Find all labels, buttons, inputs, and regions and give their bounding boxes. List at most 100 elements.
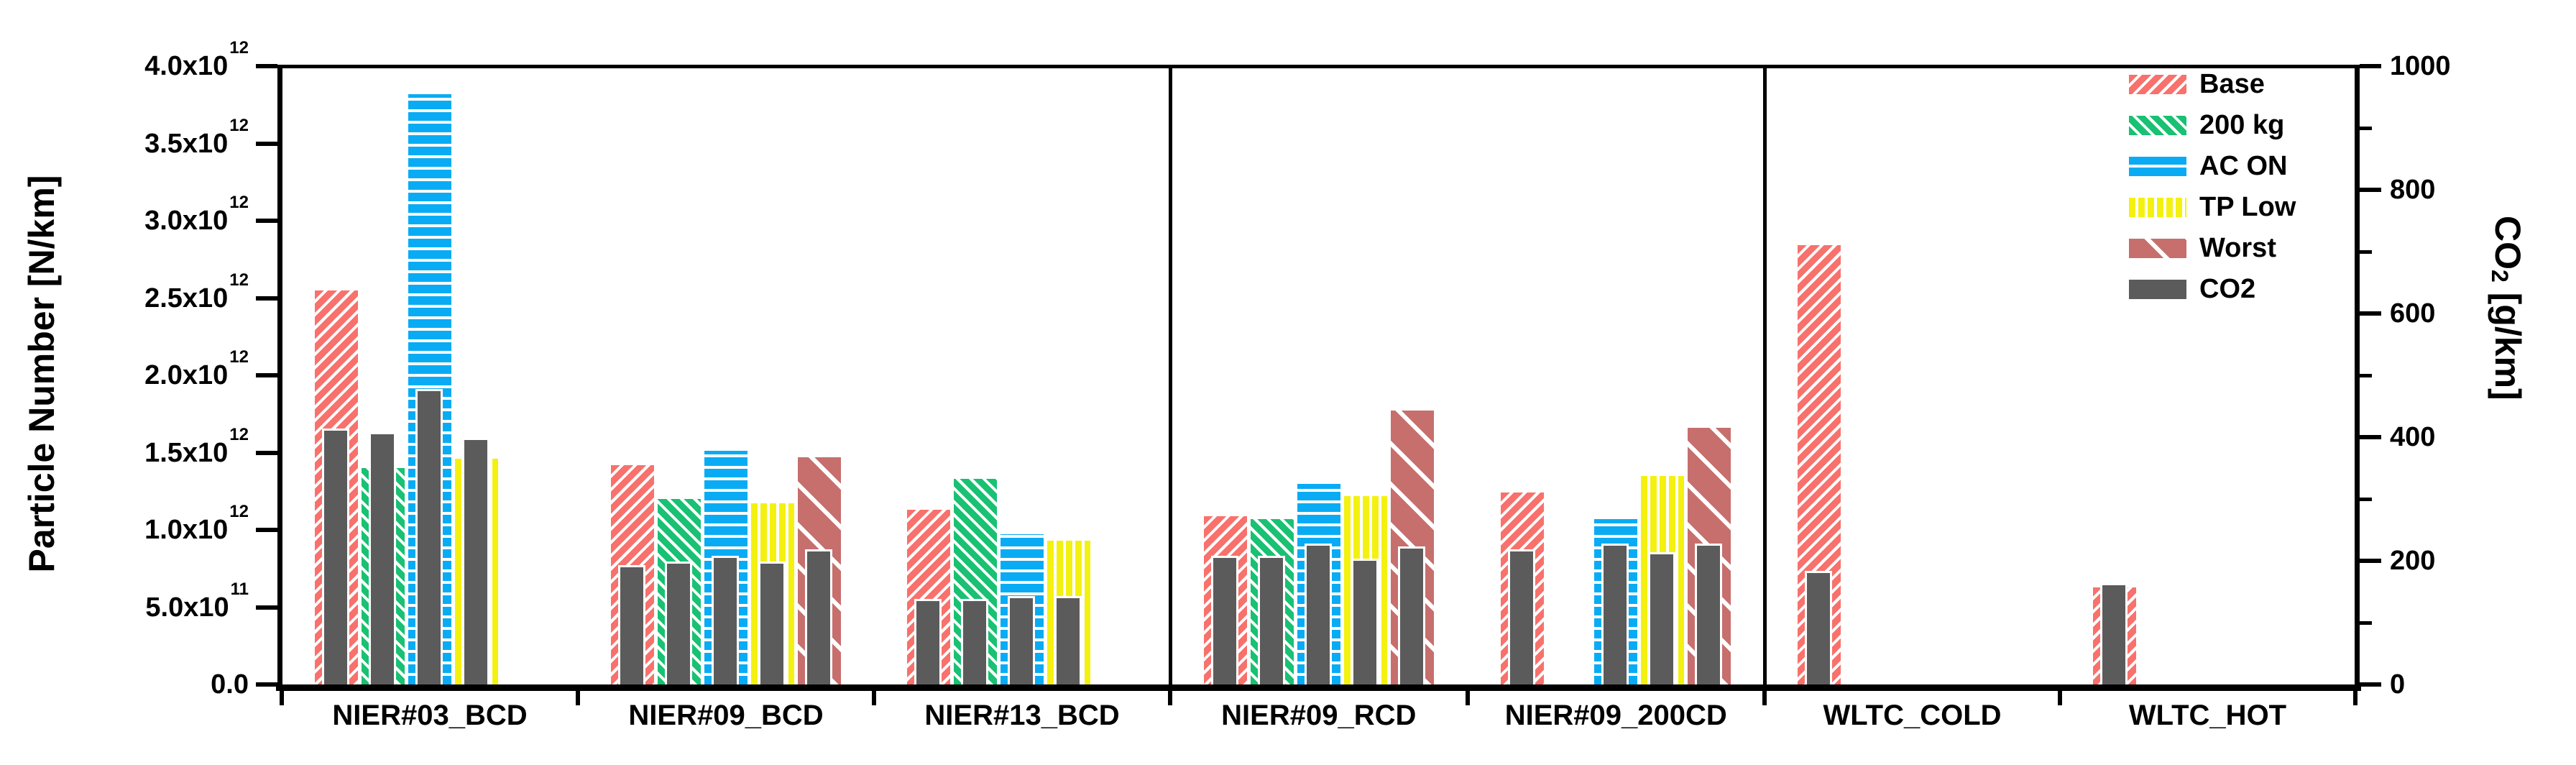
y-minor-tick-right (2360, 250, 2372, 254)
tick-mantissa: 1.5x10 (144, 437, 229, 468)
y-tick-label-right: 600 (2390, 298, 2436, 329)
y-tick-label-right: 800 (2390, 175, 2436, 205)
y-tick-right (2360, 64, 2381, 68)
tick-exponent: 12 (229, 193, 249, 213)
y-tick-label-left: 3.0x1012 (50, 194, 249, 239)
x-tick (280, 691, 284, 705)
bar-co2-200-kg (961, 598, 988, 684)
legend-label-base: Base (2199, 69, 2265, 99)
legend-label-co2: CO2 (2199, 274, 2256, 304)
y-tick-label-right: 1000 (2390, 51, 2451, 81)
legend-label-ac-on: AC ON (2199, 151, 2288, 181)
bar-co2-200-kg (1257, 555, 1285, 684)
y-minor-tick-right (2360, 621, 2372, 625)
bar-co2-ac-on (712, 555, 739, 684)
y-minor-tick-right (2360, 127, 2372, 130)
y-axis-left-line (277, 65, 282, 691)
bar-co2-200-kg (369, 431, 396, 684)
x-group-label: NIER#03_BCD (332, 700, 528, 731)
tick-mantissa: 2.0x10 (144, 360, 229, 390)
y-tick-left (256, 219, 277, 223)
right-axis-title: CO2 [g/km] (2477, 216, 2531, 400)
y-tick-label-left: 1.5x1012 (50, 426, 249, 472)
y-tick-right (2360, 682, 2381, 687)
bar-co2-worst (1695, 543, 1723, 684)
y-tick-left (256, 141, 277, 146)
section-separator-line (1763, 66, 1767, 684)
legend-label-tp-low: TP Low (2199, 192, 2296, 222)
y-minor-tick-right (2360, 374, 2372, 377)
right-axis-title-post: [g/km] (2488, 282, 2528, 400)
bar-co2-worst (805, 549, 832, 684)
tick-exponent: 12 (229, 115, 249, 135)
y-tick-left (256, 528, 277, 532)
bar-co2-ac-on (1008, 595, 1035, 684)
legend-label-worst: Worst (2199, 233, 2276, 263)
y-tick-label-left: 3.5x1012 (50, 116, 249, 162)
legend-swatch-base (2129, 75, 2186, 94)
tick-exponent: 11 (230, 579, 249, 599)
bar-co2-tp-low (1054, 595, 1082, 684)
legend-swatch-ac-on (2129, 157, 2186, 176)
legend-swatch-tp-low (2129, 198, 2186, 217)
y-tick-label-right: 400 (2390, 422, 2436, 452)
x-group-label: WLTC_HOT (2128, 700, 2287, 731)
bar-co2-worst (1397, 546, 1425, 684)
y-minor-tick-right (2360, 498, 2372, 501)
y-tick-left (256, 64, 277, 68)
right-axis-title-pre: CO (2488, 216, 2528, 270)
bar-co2-tp-low (1648, 552, 1676, 684)
x-tick (2058, 691, 2062, 705)
tick-exponent: 12 (229, 38, 249, 58)
legend-label-200-kg: 200 kg (2199, 110, 2285, 140)
right-axis-title-sub: 2 (2487, 270, 2513, 283)
y-tick-label-right: 200 (2390, 546, 2436, 576)
y-tick-label-left: 5.0x1011 (50, 580, 249, 626)
bar-co2-tp-low (1351, 559, 1379, 684)
x-group-label: NIER#09_200CD (1504, 700, 1727, 731)
tick-exponent: 12 (229, 502, 249, 522)
plot-border-top (280, 65, 2358, 68)
y-tick-left (256, 605, 277, 610)
x-tick (1762, 691, 1767, 705)
y-tick-left (256, 450, 277, 455)
bar-co2-ac-on (1304, 543, 1332, 684)
legend-swatch-co2 (2129, 280, 2186, 299)
y-tick-label-left: 1.0x1012 (50, 503, 249, 549)
bar-co2-tp-low (758, 562, 786, 684)
bar-co2-base (1804, 571, 1832, 684)
y-axis-right-line (2355, 65, 2360, 691)
y-tick-left (256, 373, 277, 377)
y-tick-right (2360, 435, 2381, 439)
bar-co2-base (914, 598, 942, 684)
tick-mantissa: 2.5x10 (144, 283, 229, 313)
x-axis-line (276, 684, 2361, 691)
x-tick (872, 691, 876, 705)
tick-mantissa: 0.0 (211, 669, 249, 700)
bar-co2-base (2099, 583, 2128, 684)
legend-swatch-200-kg (2129, 116, 2186, 135)
y-tick-label-left: 0.0 (50, 666, 249, 703)
tick-mantissa: 3.5x10 (144, 128, 229, 159)
bar-co2-tp-low (462, 438, 489, 684)
tick-exponent: 12 (229, 424, 249, 444)
y-tick-label-left: 2.0x1012 (50, 349, 249, 394)
x-tick (1168, 691, 1172, 705)
y-tick-right (2360, 559, 2381, 563)
y-tick-label-left: 4.0x1012 (50, 40, 249, 85)
section-separator-line (1169, 66, 1172, 684)
y-tick-left (256, 682, 277, 687)
bar-co2-base (322, 429, 349, 684)
x-group-label: WLTC_COLD (1823, 700, 2002, 731)
bar-co2-ac-on (1601, 543, 1629, 684)
x-tick (1465, 691, 1470, 705)
y-tick-right (2360, 311, 2381, 316)
tick-exponent: 12 (229, 270, 249, 290)
x-group-label: NIER#09_BCD (628, 700, 824, 731)
tick-mantissa: 3.0x10 (144, 206, 229, 236)
y-tick-right (2360, 188, 2381, 192)
x-group-label: NIER#13_BCD (924, 700, 1120, 731)
bar-co2-base (1508, 549, 1536, 684)
tick-mantissa: 4.0x10 (144, 51, 229, 81)
